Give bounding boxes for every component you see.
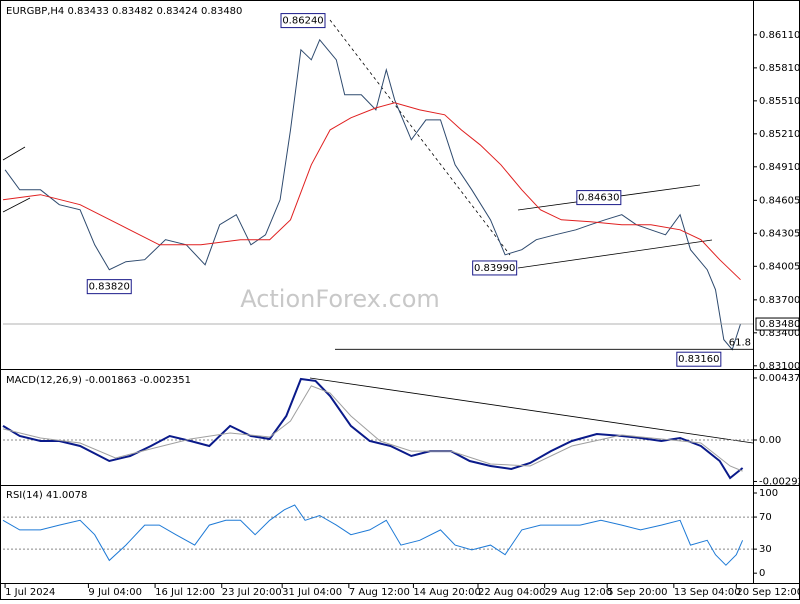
y-tick-label: 0.83700: [759, 295, 800, 306]
price-label-box: [472, 260, 518, 276]
x-tick-label: 29 Aug 12:00: [545, 587, 612, 598]
channel-line: [517, 239, 713, 269]
panel-title: MACD(12,26,9) -0.001863 -0.002351: [6, 375, 191, 386]
y-tick-label: 0.84005: [759, 261, 800, 272]
panel-title: RSI(14) 41.0078: [6, 490, 87, 501]
trend-line: [2, 197, 31, 213]
series-line: [4, 38, 741, 351]
price-label: 0.86240: [282, 16, 323, 27]
price-label-box: [280, 13, 326, 29]
price-label-box: [676, 351, 722, 367]
series-line: [2, 385, 743, 472]
x-tick-label: 9 Jul 04:00: [88, 587, 142, 598]
price-label-box: [86, 279, 132, 295]
y-tick-label: 0.85210: [759, 129, 800, 140]
price-label: 0.83820: [89, 282, 130, 293]
watermark: ActionForex.com: [240, 285, 440, 313]
x-tick-label: 31 Jul 04:00: [282, 587, 342, 598]
x-tick-label: 14 Aug 20:00: [413, 587, 480, 598]
y-tick-label: 0.84605: [759, 195, 800, 206]
y-tick-label: 100: [759, 488, 778, 499]
y-tick-label: 30: [759, 544, 772, 555]
y-tick-label: 0.85810: [759, 63, 800, 74]
y-tick-label: 0.84910: [759, 162, 800, 173]
series-line: [2, 504, 744, 566]
x-tick-label: 13 Sep 04:00: [674, 587, 741, 598]
y-tick-label: 0.00: [759, 435, 781, 446]
macd-trend-line: [309, 377, 754, 444]
price-label: 0.83160: [678, 354, 719, 365]
trend-line: [2, 146, 26, 161]
panel-title: EURGBP,H4 0.83433 0.83482 0.83424 0.8348…: [6, 6, 242, 17]
y-tick-label: 0.00437: [759, 373, 800, 384]
series-line: [2, 102, 741, 281]
x-tick-label: 7 Aug 12:00: [349, 587, 410, 598]
last-price-box: [755, 317, 800, 331]
y-tick-label: 0: [759, 568, 765, 579]
fib-label: 61.8: [729, 337, 751, 348]
x-tick-label: 23 Jul 20:00: [222, 587, 282, 598]
y-tick-label: 0.84305: [759, 228, 800, 239]
x-tick-label: 1 Jul 2024: [5, 587, 55, 598]
y-tick-label: 0.83400: [759, 328, 800, 339]
y-tick-label: 0.85510: [759, 96, 800, 107]
retracement-line: [329, 19, 511, 256]
x-tick-label: 20 Sep 12:00: [736, 587, 800, 598]
y-tick-label: 0.83100: [759, 361, 800, 372]
x-tick-label: 5 Sep 20:00: [607, 587, 667, 598]
y-tick-label: -0.002922: [759, 476, 800, 487]
price-label: 0.84630: [578, 193, 619, 204]
y-tick-label: 0.86110: [759, 30, 800, 41]
x-tick-label: 16 Jul 12:00: [155, 587, 215, 598]
price-label: 0.83990: [474, 263, 515, 274]
y-tick-label: 70: [759, 512, 772, 523]
price-label-box: [576, 190, 622, 206]
x-tick-label: 22 Aug 04:00: [478, 587, 545, 598]
last-price-label: 0.83480: [759, 319, 800, 330]
